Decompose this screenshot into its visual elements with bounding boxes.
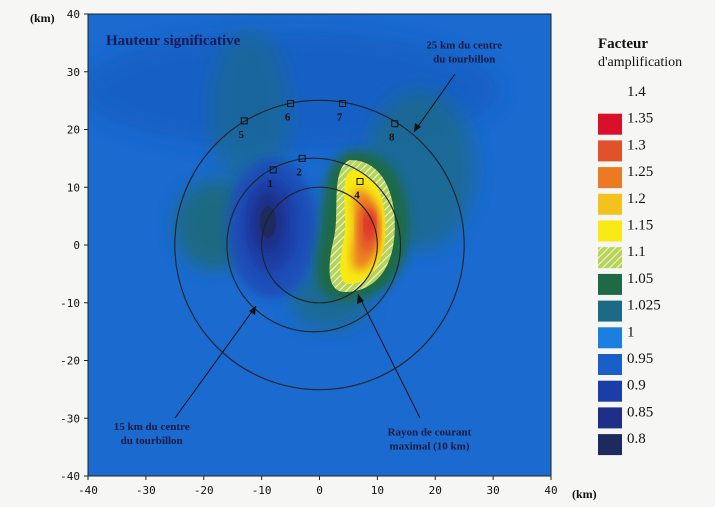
legend-label: 0.8 — [627, 431, 646, 447]
legend-swatch — [598, 220, 622, 242]
legend-swatch — [598, 273, 622, 295]
point-marker-8 — [391, 120, 399, 128]
point-label-2: 2 — [296, 166, 302, 178]
arrowhead-25km — [414, 123, 421, 132]
y-tick-label: -20 — [60, 355, 80, 368]
field-high-1-35 — [365, 213, 375, 237]
y-tick-label: -40 — [60, 470, 80, 483]
point-label-6: 6 — [285, 112, 291, 124]
x-tick-label: 40 — [544, 484, 557, 497]
x-axis-unit: (km) — [572, 487, 597, 501]
point-label-1: 1 — [267, 178, 273, 190]
legend-label: 1.15 — [627, 218, 653, 234]
legend-label: 1.1 — [627, 244, 646, 260]
legend: Facteur d'amplification 1.4 1.35 1.3 1.25 1.… — [598, 36, 682, 456]
legend-label: 0.85 — [627, 404, 653, 420]
legend-subtitle: d'amplification — [598, 55, 682, 70]
legend-label: 1.35 — [627, 111, 653, 127]
legend-title: Facteur — [598, 36, 648, 52]
point-marker-2 — [298, 154, 306, 162]
y-axis-unit: (km) — [30, 11, 55, 25]
range-circles — [174, 99, 465, 391]
legend-label: 1 — [627, 324, 635, 340]
annotation-0-line-0: 25 km du centre — [426, 40, 502, 52]
y-tick-label: 10 — [67, 181, 80, 194]
legend-swatch — [598, 113, 622, 135]
x-tick-label: -40 — [78, 484, 98, 497]
point-marker-1 — [269, 166, 277, 174]
point-label-7: 7 — [337, 112, 343, 124]
y-tick-label: -30 — [60, 412, 80, 425]
point-label-4: 4 — [354, 189, 360, 201]
legend-label: 1.4 — [627, 84, 646, 100]
point-marker-6 — [287, 100, 295, 108]
x-tick-label: 0 — [316, 484, 323, 497]
legend-swatch — [598, 327, 622, 349]
annotation-2-line-1: maximal (10 km) — [389, 441, 469, 453]
legend-label: 1.3 — [627, 137, 646, 153]
point-marker-7 — [339, 100, 347, 108]
arrowhead-15km — [249, 306, 256, 315]
annotation-1-line-1: du tourbillon — [121, 435, 183, 447]
annotation-2-line-0: Rayon de courant — [388, 427, 472, 439]
x-tick-label: -20 — [194, 484, 214, 497]
point-label-8: 8 — [389, 132, 395, 144]
plot-title: Hauteur significative — [106, 33, 241, 49]
legend-swatch — [598, 380, 622, 402]
legend-swatch — [598, 193, 622, 215]
x-tick-label: 20 — [429, 484, 442, 497]
legend-label: 1.25 — [627, 164, 653, 180]
annotation-1-line-0: 15 km du centre — [114, 421, 190, 433]
point-marker-5 — [240, 117, 248, 125]
legend-swatch — [598, 354, 622, 375]
annotation-0-line-1: du tourbillon — [433, 54, 495, 66]
circle-15km — [226, 157, 402, 333]
legend-swatch — [598, 247, 622, 269]
legend-swatch — [598, 167, 622, 189]
y-tick-label: 20 — [67, 124, 80, 137]
observation-points: 1 2 4 5 6 7 8 — [239, 100, 399, 201]
point-label-5: 5 — [239, 129, 245, 141]
annotations: 25 km du centre du tourbillon 15 km du cen… — [114, 40, 503, 453]
circle-10km — [261, 186, 378, 304]
field-teal-plume-left — [210, 30, 290, 190]
x-tick-label: -30 — [136, 484, 156, 497]
legend-label: 1.05 — [627, 271, 653, 287]
legend-label: 0.9 — [627, 378, 646, 394]
x-tick-label: 10 — [371, 484, 384, 497]
arrow-15km — [174, 305, 257, 419]
legend-swatch — [598, 140, 622, 162]
y-tick-label: 30 — [67, 66, 80, 79]
legend-swatch — [598, 434, 622, 456]
y-axis: 40 30 20 10 0 -10 -20 -30 -40 — [60, 8, 88, 483]
arrow-25km — [413, 73, 456, 133]
point-marker-4 — [356, 177, 364, 185]
legend-swatch — [598, 300, 622, 322]
legend-swatch — [598, 407, 622, 429]
legend-label: 1.025 — [627, 298, 661, 314]
y-tick-label: 40 — [67, 8, 80, 21]
y-tick-label: 0 — [73, 239, 80, 252]
circle-25km — [174, 99, 465, 391]
x-axis: -40 -30 -20 -10 0 10 20 30 40 — [78, 476, 558, 497]
y-tick-label: -10 — [60, 297, 80, 310]
heatmap-field — [88, 14, 551, 476]
x-tick-label: -10 — [252, 484, 272, 497]
legend-label: 0.95 — [627, 351, 653, 367]
legend-label: 1.2 — [627, 191, 646, 207]
arrow-rayon — [357, 293, 421, 419]
x-tick-label: 30 — [487, 484, 500, 497]
arrowhead-rayon — [357, 294, 364, 304]
